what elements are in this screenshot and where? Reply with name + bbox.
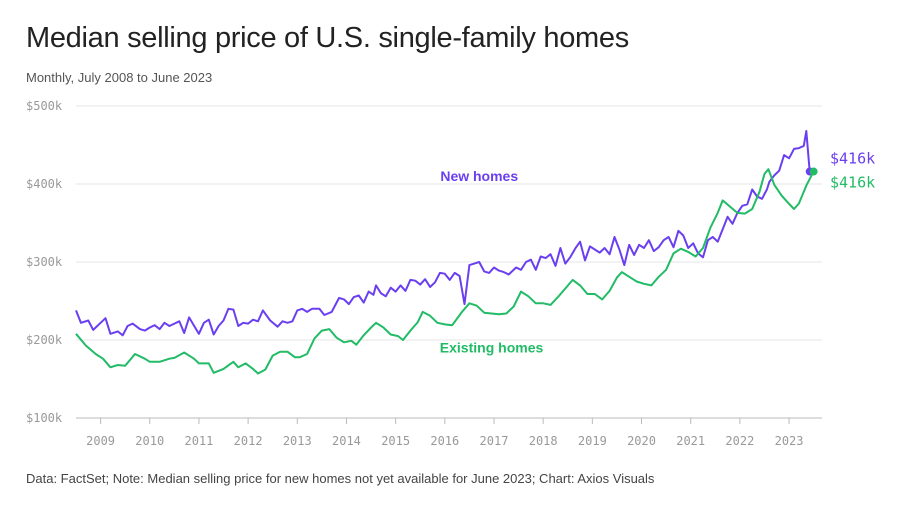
x-tick-label: 2012 <box>234 434 263 448</box>
series-lines <box>75 130 818 375</box>
existing-homes-label: Existing homes <box>440 339 544 355</box>
x-tick-label: 2016 <box>430 434 459 448</box>
y-tick-label: $100k <box>26 411 63 425</box>
chart-footnote: Data: FactSet; Note: Median selling pric… <box>26 471 655 486</box>
gridlines <box>76 105 822 341</box>
y-tick-label: $500k <box>26 99 63 113</box>
x-tick-label: 2011 <box>184 434 213 448</box>
series-labels: New homes Existing homes $416k $416k <box>440 150 875 356</box>
existing-homes-line <box>75 168 815 375</box>
x-tick-label: 2017 <box>480 434 509 448</box>
x-tick-label: 2021 <box>676 434 705 448</box>
y-tick-label: $300k <box>26 255 63 269</box>
chart-subtitle: Monthly, July 2008 to June 2023 <box>26 70 213 85</box>
x-tick-label: 2014 <box>332 434 361 448</box>
x-tick-label: 2020 <box>627 434 656 448</box>
x-tick-label: 2018 <box>529 434 558 448</box>
existing-homes-end-label: $416k <box>830 174 875 192</box>
x-tick-label: 2009 <box>86 434 115 448</box>
x-tick-label: 2019 <box>578 434 607 448</box>
y-tick-label: $400k <box>26 177 63 191</box>
x-tick-label: 2015 <box>381 434 410 448</box>
x-tick-label: 2010 <box>135 434 164 448</box>
y-axis-ticks: $100k $200k $300k $400k $500k <box>26 99 63 425</box>
x-tick-label: 2023 <box>775 434 804 448</box>
new-homes-end-label: $416k <box>830 150 875 168</box>
x-tick-label: 2013 <box>283 434 312 448</box>
new-homes-label: New homes <box>440 168 518 184</box>
x-tick-label: 2022 <box>725 434 754 448</box>
new-homes-line <box>75 130 811 337</box>
y-tick-label: $200k <box>26 333 63 347</box>
existing-homes-end-point <box>809 167 818 176</box>
x-axis: 2009 2010 2011 2012 2013 2014 2015 2016 2017 2018… <box>76 417 822 448</box>
chart-title: Median selling price of U.S. single-fami… <box>26 22 629 54</box>
